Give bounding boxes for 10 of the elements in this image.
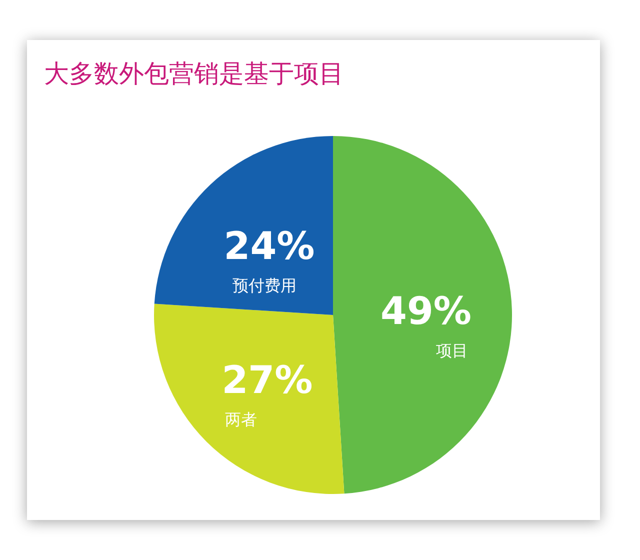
data-label: 49% bbox=[380, 289, 472, 334]
slice-label: 两者 bbox=[225, 410, 258, 429]
pie-slice bbox=[333, 136, 512, 494]
data-label: 27% bbox=[222, 358, 313, 402]
slice-label: 预付费用 bbox=[232, 276, 296, 296]
pie-slice bbox=[154, 304, 344, 494]
pie-slice bbox=[154, 136, 333, 315]
data-label: 24% bbox=[224, 224, 315, 268]
chart-title: 大多数外包营销是基于项目 bbox=[44, 59, 344, 88]
slice-label: 项目 bbox=[436, 341, 468, 360]
